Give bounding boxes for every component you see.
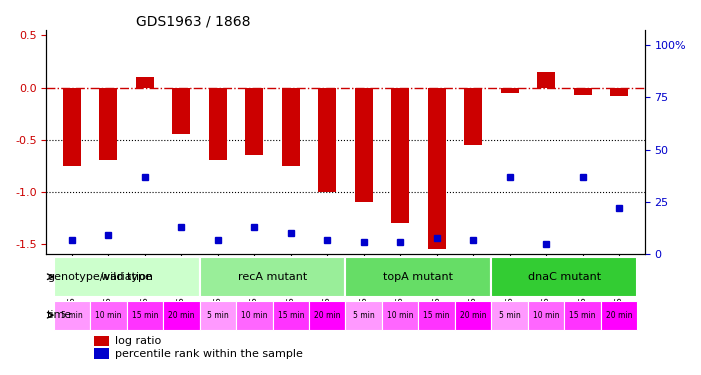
Text: 10 min: 10 min — [95, 310, 121, 320]
FancyBboxPatch shape — [163, 301, 200, 330]
Text: 20 min: 20 min — [168, 310, 195, 320]
Text: topA mutant: topA mutant — [383, 272, 454, 282]
FancyBboxPatch shape — [418, 301, 455, 330]
Bar — [100, 87, 118, 160]
Text: 5 min: 5 min — [499, 310, 521, 320]
Text: 10 min: 10 min — [241, 310, 268, 320]
Text: 10 min: 10 min — [533, 310, 559, 320]
Text: wild type: wild type — [101, 272, 152, 282]
FancyBboxPatch shape — [200, 301, 236, 330]
Bar — [355, 87, 373, 202]
Bar — [172, 87, 191, 134]
Text: 5 min: 5 min — [353, 310, 374, 320]
Text: 15 min: 15 min — [278, 310, 304, 320]
Text: GDS1963 / 1868: GDS1963 / 1868 — [136, 15, 250, 29]
Bar — [94, 336, 109, 346]
Text: 15 min: 15 min — [132, 310, 158, 320]
FancyBboxPatch shape — [491, 256, 637, 297]
Text: time: time — [47, 310, 72, 320]
Text: recA mutant: recA mutant — [238, 272, 307, 282]
FancyBboxPatch shape — [54, 256, 200, 297]
FancyBboxPatch shape — [90, 301, 127, 330]
Bar — [63, 87, 81, 166]
Bar — [209, 87, 227, 160]
Text: 5 min: 5 min — [207, 310, 229, 320]
Bar — [573, 87, 592, 95]
FancyBboxPatch shape — [127, 301, 163, 330]
Bar — [245, 87, 264, 155]
Bar — [428, 87, 446, 249]
FancyBboxPatch shape — [346, 301, 382, 330]
Text: 20 min: 20 min — [460, 310, 486, 320]
FancyBboxPatch shape — [54, 301, 90, 330]
FancyBboxPatch shape — [309, 301, 346, 330]
Text: percentile rank within the sample: percentile rank within the sample — [115, 349, 303, 358]
FancyBboxPatch shape — [200, 256, 346, 297]
FancyBboxPatch shape — [382, 301, 418, 330]
Bar — [94, 348, 109, 358]
Text: dnaC mutant: dnaC mutant — [528, 272, 601, 282]
Bar — [537, 72, 555, 87]
FancyBboxPatch shape — [491, 301, 528, 330]
FancyBboxPatch shape — [601, 301, 637, 330]
Text: 10 min: 10 min — [387, 310, 414, 320]
Text: 15 min: 15 min — [569, 310, 596, 320]
Bar — [610, 87, 628, 96]
Text: 15 min: 15 min — [423, 310, 450, 320]
FancyBboxPatch shape — [528, 301, 564, 330]
Bar — [318, 87, 336, 192]
FancyBboxPatch shape — [346, 256, 491, 297]
FancyBboxPatch shape — [564, 301, 601, 330]
Bar — [282, 87, 300, 166]
Text: 20 min: 20 min — [314, 310, 341, 320]
Text: genotype/variation: genotype/variation — [47, 272, 153, 282]
FancyBboxPatch shape — [455, 301, 491, 330]
Bar — [391, 87, 409, 223]
Text: log ratio: log ratio — [115, 336, 161, 346]
Text: 5 min: 5 min — [61, 310, 83, 320]
Bar — [136, 77, 154, 87]
Text: 20 min: 20 min — [606, 310, 632, 320]
Bar — [501, 87, 519, 93]
FancyBboxPatch shape — [236, 301, 273, 330]
Bar — [464, 87, 482, 145]
FancyBboxPatch shape — [273, 301, 309, 330]
